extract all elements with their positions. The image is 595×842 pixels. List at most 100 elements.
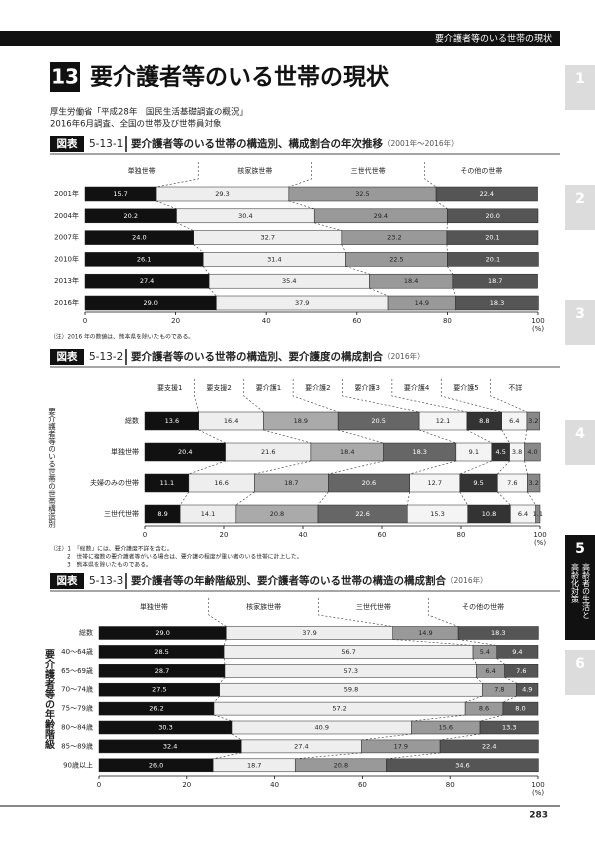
value-label: 18.4 [340,448,354,456]
row-connector [524,429,528,444]
row-connector [288,200,315,210]
y-axis-label: 要介護者等のいる世帯の世帯構造別 [47,407,56,529]
value-label: 18.3 [490,299,504,307]
row-connector [193,244,204,253]
row-connector [524,460,528,475]
row-connector [314,222,342,231]
legend-connector [156,162,199,188]
x-tick-label: 60 [378,531,387,539]
value-label: 14.1 [201,510,215,518]
x-tick-label: 20 [220,531,229,539]
row-connector [328,460,384,475]
category-label: 2004年 [54,211,79,220]
x-tick-label: 60 [352,317,361,325]
row-connector [179,491,190,506]
value-label: 15.3 [430,510,444,518]
value-label: 29.4 [374,212,388,220]
row-connector [202,266,210,275]
figure-label-box [50,136,84,152]
x-unit: (%) [532,325,544,333]
side-tab [565,650,595,695]
row-connector [386,752,441,760]
category-label: 夫婦のみの世帯 [90,478,139,487]
x-tick-label: 100 [531,317,544,325]
side-tab [565,300,595,345]
value-label: 30.3 [158,724,172,732]
legend-connector [424,162,437,188]
value-label: 13.6 [165,417,179,425]
figure-subtitle: （2016年） [446,575,488,585]
value-label: 6.4 [485,667,495,675]
category-label: 90歳以上 [63,760,93,769]
bar-segment [504,664,539,678]
row-connector [406,491,410,506]
page-number: 283 [529,811,548,821]
value-label: 22.5 [389,255,403,263]
value-label: 40.9 [315,724,329,732]
row-connector [263,429,311,444]
value-label: 10.8 [482,510,496,518]
value-label: 1.1 [533,510,543,518]
legend-connector [391,379,467,413]
category-label: 2001年 [54,189,79,198]
row-connector [392,639,474,646]
figure-label-box [50,573,84,589]
x-tick-label: 20 [182,781,191,789]
value-label: 27.5 [152,686,166,694]
value-label: 8.8 [479,417,489,425]
value-label: 59.8 [344,686,358,694]
side-tab [565,420,595,465]
legend-label: その他の世帯 [462,602,504,611]
value-label: 24.0 [132,234,146,242]
row-connector [440,733,481,741]
value-label: 18.7 [284,479,298,487]
x-unit: (%) [534,539,546,547]
bar-segment [452,273,538,289]
page-title: 要介護者等のいる世帯の現状 [90,64,390,91]
row-connector [479,714,503,722]
legend-label: 要介護4 [404,383,430,392]
figure-label: 図表 [57,574,78,587]
bar-segment [457,626,539,640]
legend-connector [243,379,264,413]
value-label: 14.9 [415,299,429,307]
value-label: 18.7 [247,761,261,769]
value-label: 3.2 [528,417,538,425]
figure-number: 5-13-1 [89,138,123,150]
value-label: 18.9 [294,417,308,425]
row-connector [435,200,448,210]
value-label: 3.8 [512,448,522,456]
value-label: 9.4 [512,648,522,656]
value-label: 32.5 [355,190,369,198]
figure-number: 5-13-2 [89,351,123,363]
figure-label-box [50,349,84,365]
legend-label: 三世代世帯 [351,166,386,175]
value-label: 6.4 [509,417,519,425]
source-line: 厚生労働省「平成28年 国民生活基礎調査の概況」 [50,107,248,118]
legend-connector [292,379,339,413]
value-label: 37.9 [302,629,316,637]
legend-label: 不詳 [508,383,522,392]
value-label: 13.3 [502,724,516,732]
value-label: 9.1 [469,448,479,456]
row-connector [208,287,217,297]
value-label: 8.0 [515,705,525,713]
value-label: 7.8 [494,686,504,694]
side-tab [565,65,595,110]
figure-subtitle: （2001年～2016年） [383,138,459,148]
bar-segment [516,682,539,697]
value-label: 20.0 [485,212,499,220]
value-label: 22.6 [355,510,369,518]
category-label: 70～74歳 [61,685,93,694]
legend-label: 要支援1 [157,383,182,392]
value-label: 4.0 [527,448,537,456]
bar-segment [439,739,539,754]
value-label: 28.5 [154,648,168,656]
legend-connector [342,379,420,413]
row-connector [361,733,412,741]
category-label: 2013年 [54,276,79,285]
value-label: 4.5 [496,448,506,456]
side-tab-number: 2 [575,191,585,207]
row-connector [501,429,510,444]
